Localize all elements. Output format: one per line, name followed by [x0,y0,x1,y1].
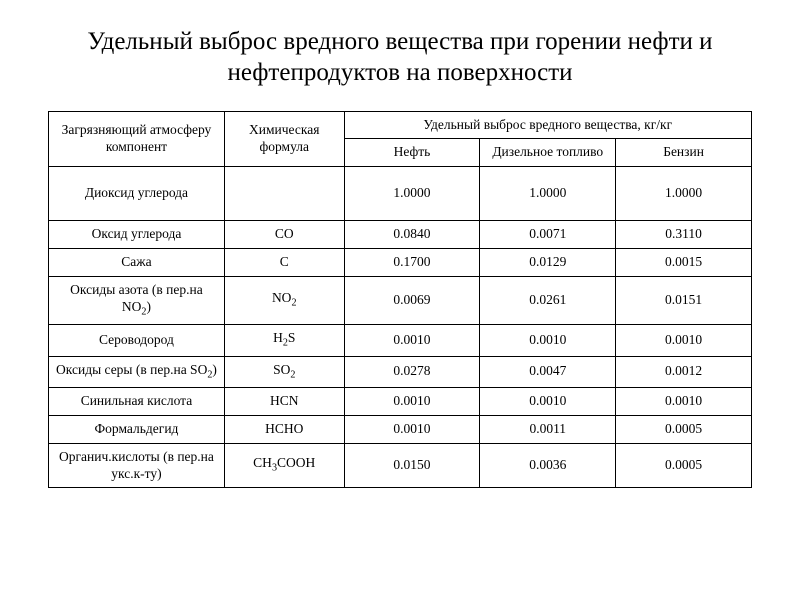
cell-value: 0.0261 [480,277,616,325]
emissions-table: Загрязняющий атмосферу компонент Химичес… [48,111,752,489]
cell-component: Сажа [49,249,225,277]
cell-component: Диоксид углерода [49,167,225,221]
table-row: ФормальдегидHCHO0.00100.00110.0005 [49,415,752,443]
cell-component: Синильная кислота [49,387,225,415]
table-body: Диоксид углерода1.00001.00001.0000Оксид … [49,167,752,488]
cell-value: 0.0047 [480,356,616,387]
cell-value: 0.0071 [480,221,616,249]
cell-value: 0.0010 [616,387,752,415]
cell-value: 0.0036 [480,443,616,488]
cell-value: 0.0011 [480,415,616,443]
cell-value: 0.0015 [616,249,752,277]
cell-component: Формальдегид [49,415,225,443]
cell-value: 0.0840 [344,221,480,249]
cell-formula: CH3COOH [224,443,344,488]
cell-value: 0.0010 [480,387,616,415]
cell-value: 1.0000 [344,167,480,221]
cell-value: 0.0278 [344,356,480,387]
col-header-group: Удельный выброс вредного вещества, кг/кг [344,111,751,139]
cell-value: 0.0005 [616,443,752,488]
cell-formula: H2S [224,325,344,356]
cell-component: Оксиды азота (в пер.на NO2) [49,277,225,325]
header-row-1: Загрязняющий атмосферу компонент Химичес… [49,111,752,139]
table-row: СажаC0.17000.01290.0015 [49,249,752,277]
table-row: Оксид углеродаCO0.08400.00710.3110 [49,221,752,249]
cell-value: 0.0069 [344,277,480,325]
cell-component: Сероводород [49,325,225,356]
cell-formula: NO2 [224,277,344,325]
cell-value: 0.0010 [344,415,480,443]
cell-value: 0.1700 [344,249,480,277]
cell-value: 0.3110 [616,221,752,249]
cell-value: 1.0000 [616,167,752,221]
col-header-formula: Химическая формула [224,111,344,167]
cell-value: 0.0010 [480,325,616,356]
cell-component: Органич.кислоты (в пер.на укс.к-ту) [49,443,225,488]
cell-formula: HCN [224,387,344,415]
table-row: Органич.кислоты (в пер.на укс.к-ту)CH3CO… [49,443,752,488]
cell-value: 0.0129 [480,249,616,277]
cell-formula: C [224,249,344,277]
col-header-oil: Нефть [344,139,480,167]
table-row: Оксиды азота (в пер.на NO2)NO20.00690.02… [49,277,752,325]
page-title: Удельный выброс вредного вещества при го… [48,26,752,89]
cell-value: 1.0000 [480,167,616,221]
cell-component: Оксид углерода [49,221,225,249]
table-row: СероводородH2S0.00100.00100.0010 [49,325,752,356]
cell-formula: CO [224,221,344,249]
cell-component: Оксиды серы (в пер.на SO2) [49,356,225,387]
cell-value: 0.0012 [616,356,752,387]
cell-value: 0.0151 [616,277,752,325]
col-header-diesel: Дизельное топливо [480,139,616,167]
table-row: Диоксид углерода1.00001.00001.0000 [49,167,752,221]
table-row: Синильная кислотаHCN0.00100.00100.0010 [49,387,752,415]
cell-value: 0.0005 [616,415,752,443]
cell-formula: HCHO [224,415,344,443]
cell-formula [224,167,344,221]
table-row: Оксиды серы (в пер.на SO2)SO20.02780.004… [49,356,752,387]
col-header-gasoline: Бензин [616,139,752,167]
cell-value: 0.0010 [344,325,480,356]
cell-formula: SO2 [224,356,344,387]
col-header-component: Загрязняющий атмосферу компонент [49,111,225,167]
cell-value: 0.0010 [344,387,480,415]
cell-value: 0.0150 [344,443,480,488]
cell-value: 0.0010 [616,325,752,356]
